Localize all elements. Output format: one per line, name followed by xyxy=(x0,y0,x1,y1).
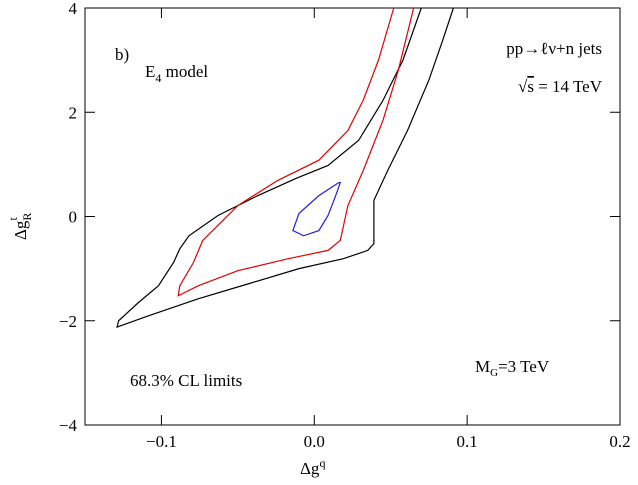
text-part: E xyxy=(145,62,155,81)
text-part: M xyxy=(475,357,490,376)
y-tick-label: −2 xyxy=(59,312,77,331)
text-part: G xyxy=(490,367,498,379)
text-part: 4 xyxy=(155,71,161,85)
text-part: s xyxy=(527,77,534,96)
x-tick-label: 0.2 xyxy=(609,432,630,451)
y-tick-label: −4 xyxy=(59,416,78,435)
text-part: Δg xyxy=(300,459,320,478)
x-tick-label: −0.1 xyxy=(146,432,177,451)
x-tick-label: 0.1 xyxy=(457,432,478,451)
text-part: q xyxy=(319,456,325,470)
y-tick-label: 2 xyxy=(69,103,78,122)
panel-label: b) xyxy=(115,45,129,64)
process-label: pp→ℓν+n jets xyxy=(506,39,602,58)
text-part: t xyxy=(6,217,20,221)
contour-line xyxy=(292,182,342,237)
contour-line xyxy=(116,7,454,328)
text-part: R xyxy=(20,213,34,221)
model-label: E4 model xyxy=(145,62,208,85)
text-part: =3 TeV xyxy=(498,357,550,376)
y-tick-label: 4 xyxy=(69,0,78,18)
x-tick-label: 0.0 xyxy=(304,432,325,451)
contour-line xyxy=(177,7,415,297)
y-axis-label: ΔgRt xyxy=(6,213,34,240)
y-tick-label: 0 xyxy=(69,208,78,227)
mass-label: MG=3 TeV xyxy=(475,357,550,379)
energy-label: √s = 14 TeV xyxy=(518,77,603,96)
text-part: model xyxy=(161,62,208,81)
limits-label: 68.3% CL limits xyxy=(130,371,242,390)
text-part: = 14 TeV xyxy=(534,77,603,96)
x-axis-label: Δgq xyxy=(300,456,325,478)
text-part: Δg xyxy=(11,220,30,240)
text-part: √ xyxy=(518,77,528,96)
